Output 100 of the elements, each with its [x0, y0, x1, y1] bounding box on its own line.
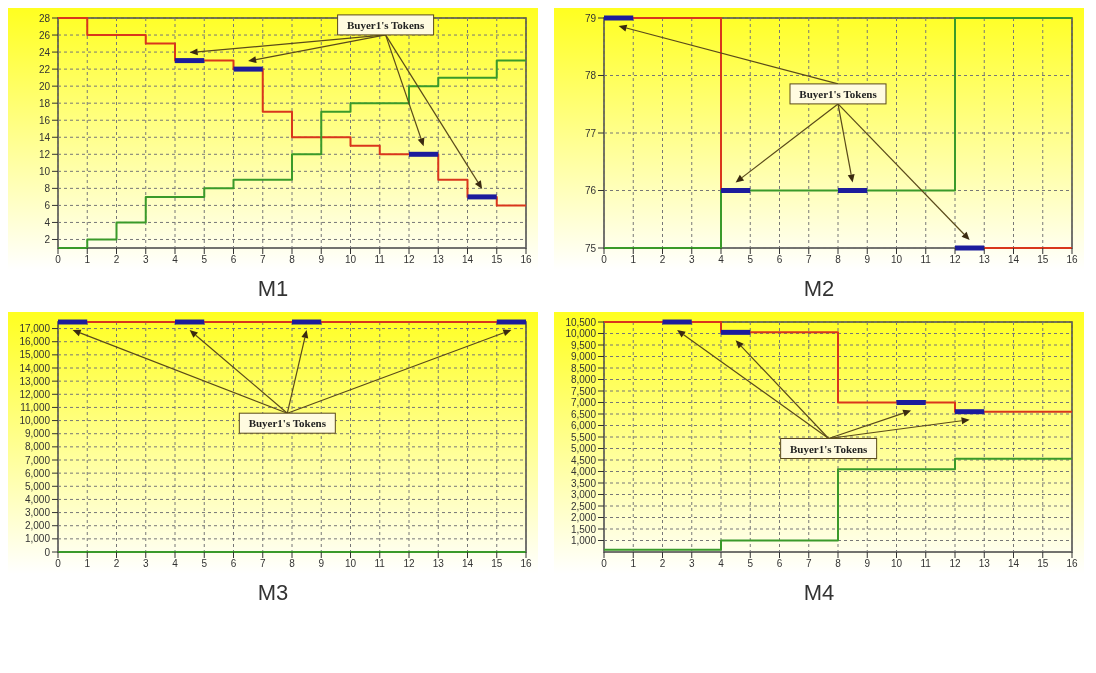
x-tick-label: 7: [805, 558, 812, 570]
x-tick-label: 7: [259, 254, 266, 266]
y-tick-label: 7,500: [570, 385, 597, 397]
x-tick-label: 14: [461, 558, 474, 570]
text: M1: [256, 276, 290, 302]
y-tick-label: 10,000: [565, 328, 597, 340]
y-tick-label: 2,500: [570, 500, 597, 512]
x-tick-label: 1: [84, 254, 91, 266]
y-tick-label: 8,500: [570, 362, 597, 374]
x-tick-label: 7: [259, 558, 266, 570]
annotation: Buyer1's Tokens: [789, 442, 869, 455]
x-tick-label: 2: [113, 254, 120, 266]
y-tick-label: 77: [584, 127, 597, 139]
x-tick-label: 1: [630, 254, 637, 266]
x-tick-label: 13: [978, 254, 991, 266]
y-tick-label: 14,000: [19, 362, 51, 374]
y-tick-label: 10: [38, 165, 51, 177]
y-tick-label: 6,500: [570, 408, 597, 420]
x-tick-label: 5: [747, 558, 754, 570]
x-tick-label: 10: [344, 558, 357, 570]
y-tick-label: 10,500: [565, 316, 597, 328]
x-tick-label: 0: [601, 558, 608, 570]
x-tick-label: 10: [890, 558, 903, 570]
x-tick-label: 16: [1066, 558, 1078, 570]
y-tick-label: 17,000: [19, 323, 51, 335]
y-tick-label: 22: [38, 63, 51, 75]
annotation: Buyer1's Tokens: [799, 87, 878, 100]
x-tick-label: 2: [113, 558, 120, 570]
y-tick-label: 26: [38, 29, 51, 41]
y-tick-label: 16: [38, 114, 51, 126]
y-tick-label: 18: [38, 97, 51, 109]
x-tick-label: 9: [318, 254, 325, 266]
x-tick-label: 6: [776, 558, 783, 570]
y-tick-label: 7,000: [570, 397, 597, 409]
y-tick-label: 12,000: [19, 388, 51, 400]
y-tick-label: 11,000: [20, 401, 51, 413]
x-tick-label: 0: [55, 254, 62, 266]
x-tick-label: 0: [55, 558, 62, 570]
x-tick-label: 6: [230, 558, 237, 570]
x-tick-label: 1: [630, 558, 637, 570]
x-tick-label: 9: [318, 558, 325, 570]
x-tick-label: 13: [432, 254, 445, 266]
y-tick-label: 7,000: [24, 454, 51, 466]
y-tick-label: 10,000: [19, 415, 51, 427]
y-tick-label: 0: [44, 546, 51, 558]
y-tick-label: 76: [584, 185, 597, 197]
y-tick-label: 6,000: [570, 420, 597, 432]
y-tick-label: 5,500: [570, 431, 597, 443]
x-tick-label: 13: [978, 558, 991, 570]
y-tick-label: 2,000: [24, 520, 51, 532]
y-tick-label: 4,000: [570, 466, 597, 478]
y-tick-label: 2: [44, 234, 51, 246]
annotation: Buyer1's Tokens: [346, 18, 425, 31]
y-tick-label: 24: [38, 46, 51, 58]
y-tick-label: 8,000: [570, 374, 597, 386]
y-tick-label: 5,000: [24, 480, 51, 492]
x-tick-label: 15: [1037, 558, 1049, 570]
x-tick-label: 4: [172, 558, 179, 570]
x-tick-label: 15: [491, 558, 503, 570]
x-tick-label: 3: [688, 558, 695, 570]
x-tick-label: 5: [201, 254, 208, 266]
y-tick-label: 12: [38, 148, 51, 160]
x-tick-label: 2: [659, 254, 666, 266]
y-tick-label: 9,000: [570, 351, 597, 363]
text: M3: [256, 580, 290, 606]
y-tick-label: 16,000: [19, 336, 51, 348]
annotation: Buyer1's Tokens: [248, 417, 327, 430]
x-tick-label: 11: [374, 558, 386, 570]
x-tick-label: 1: [84, 558, 91, 570]
y-tick-label: 5,000: [570, 443, 597, 455]
x-tick-label: 13: [432, 558, 445, 570]
y-tick-label: 9,000: [24, 428, 51, 440]
y-tick-label: 3,000: [24, 507, 51, 519]
x-tick-label: 4: [172, 254, 179, 266]
x-tick-label: 14: [461, 254, 474, 266]
y-tick-label: 9,500: [570, 339, 597, 351]
x-tick-label: 16: [520, 254, 532, 266]
x-tick-label: 11: [920, 558, 932, 570]
x-tick-label: 16: [520, 558, 532, 570]
x-tick-label: 6: [776, 254, 783, 266]
x-tick-label: 6: [230, 254, 237, 266]
y-tick-label: 3,500: [570, 477, 597, 489]
y-tick-label: 75: [584, 242, 597, 254]
y-tick-label: 4,000: [24, 493, 51, 505]
x-tick-label: 4: [718, 254, 725, 266]
y-tick-label: 4,500: [570, 454, 597, 466]
y-tick-label: 6,000: [24, 467, 51, 479]
x-tick-label: 14: [1007, 558, 1020, 570]
text: M2: [802, 276, 836, 302]
x-tick-label: 12: [403, 558, 415, 570]
x-tick-label: 10: [890, 254, 903, 266]
x-tick-label: 9: [864, 254, 871, 266]
x-tick-label: 15: [491, 254, 503, 266]
x-tick-label: 14: [1007, 254, 1020, 266]
x-tick-label: 7: [805, 254, 812, 266]
y-tick-label: 13,000: [19, 375, 51, 387]
x-tick-label: 9: [864, 558, 871, 570]
x-tick-label: 11: [920, 254, 932, 266]
y-tick-label: 20: [38, 80, 51, 92]
y-tick-label: 1,000: [24, 533, 51, 545]
